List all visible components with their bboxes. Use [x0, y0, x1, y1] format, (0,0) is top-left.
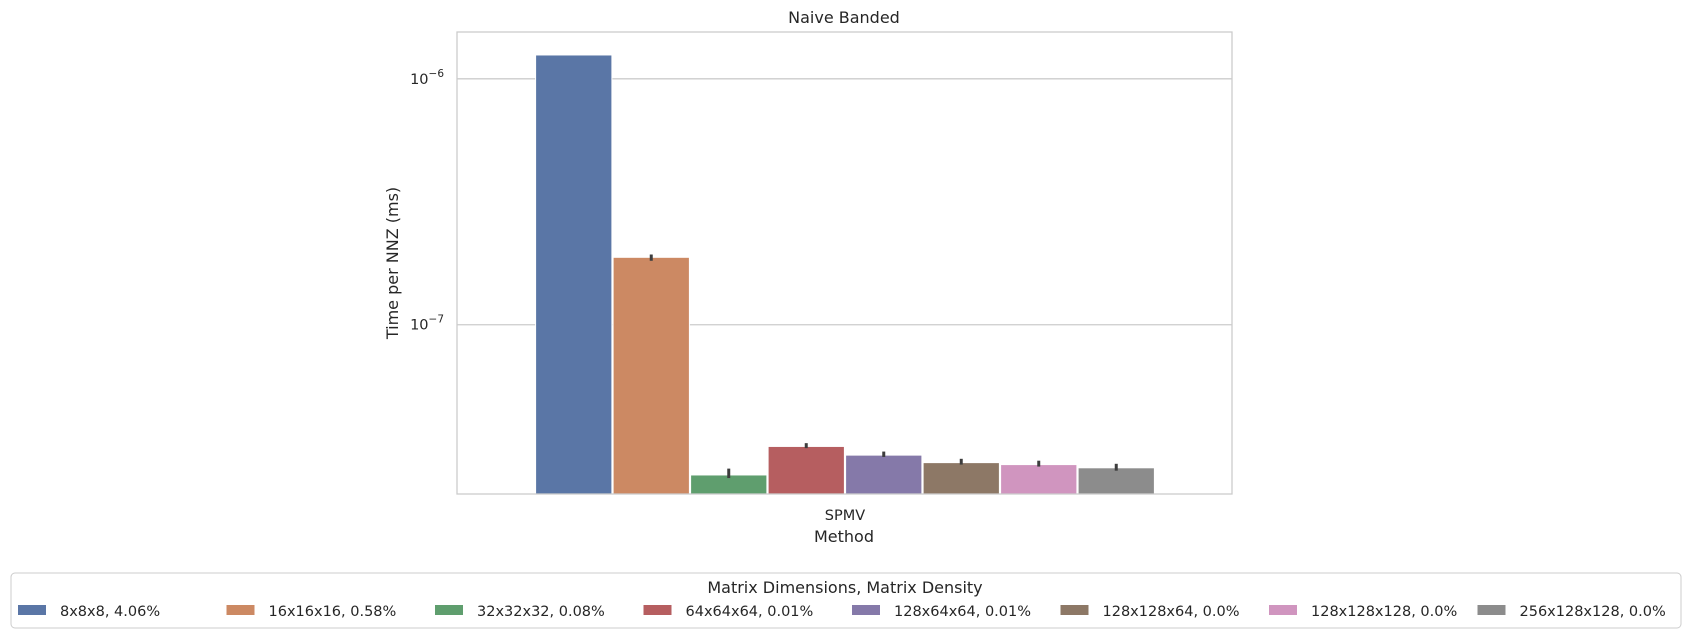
legend-label: 128x64x64, 0.01%	[894, 604, 1031, 620]
x-axis-ticks: SPMV	[825, 508, 865, 524]
legend-item: 128x128x64, 0.0%	[1060, 604, 1240, 620]
bar	[535, 54, 613, 495]
legend-item: 128x64x64, 0.01%	[852, 604, 1031, 620]
legend-item: 64x64x64, 0.01%	[643, 604, 814, 620]
error-bars	[649, 254, 1118, 479]
legend-frame	[10, 572, 1682, 629]
bar	[1000, 464, 1078, 495]
bar	[767, 445, 845, 495]
y-axis-ticks: 10−7 10−6	[410, 68, 444, 334]
legend-swatch	[1269, 605, 1297, 615]
legend-swatch	[226, 605, 255, 615]
legend: Matrix Dimensions, Matrix Density 8x8x8,…	[10, 572, 1682, 629]
legend-item: 16x16x16, 0.58%	[226, 604, 397, 620]
legend-label: 256x128x128, 0.0%	[1520, 604, 1666, 620]
legend-item: 32x32x32, 0.08%	[435, 604, 605, 620]
legend-label: 8x8x8, 4.06%	[60, 604, 160, 620]
legend-swatch	[435, 605, 463, 615]
plot-frame	[456, 31, 1233, 495]
x-axis-label: Method	[814, 527, 874, 546]
chart-title: Naive Banded	[788, 8, 900, 27]
legend-label: 128x128x64, 0.0%	[1103, 604, 1240, 620]
legend-title: Matrix Dimensions, Matrix Density	[707, 578, 982, 597]
y-axis-label: Time per NNZ (ms)	[383, 187, 402, 340]
legend-swatch	[1060, 605, 1089, 615]
legend-label: 64x64x64, 0.01%	[686, 604, 814, 620]
legend-item: 128x128x128, 0.0%	[1269, 604, 1457, 620]
plot-area	[456, 31, 1233, 495]
bar	[845, 454, 923, 495]
legend-swatch	[852, 605, 880, 615]
legend-items: 8x8x8, 4.06% 16x16x16, 0.58% 32x32x32, 0.0…	[18, 604, 1666, 620]
x-tick-label: SPMV	[825, 508, 865, 524]
legend-item: 256x128x128, 0.0%	[1477, 604, 1666, 620]
legend-label: 32x32x32, 0.08%	[477, 604, 605, 620]
legend-item: 8x8x8, 4.06%	[18, 604, 160, 620]
legend-label: 16x16x16, 0.58%	[269, 604, 397, 620]
legend-swatch	[643, 605, 672, 615]
bar	[1077, 467, 1155, 495]
bars	[535, 54, 1155, 495]
legend-swatch	[18, 605, 46, 615]
bar	[922, 462, 1000, 495]
y-tick-label: 10−6	[410, 68, 444, 88]
y-tick-label: 10−7	[410, 314, 444, 334]
legend-label: 128x128x128, 0.0%	[1311, 604, 1457, 620]
legend-swatch	[1477, 605, 1506, 615]
bar	[612, 256, 690, 495]
